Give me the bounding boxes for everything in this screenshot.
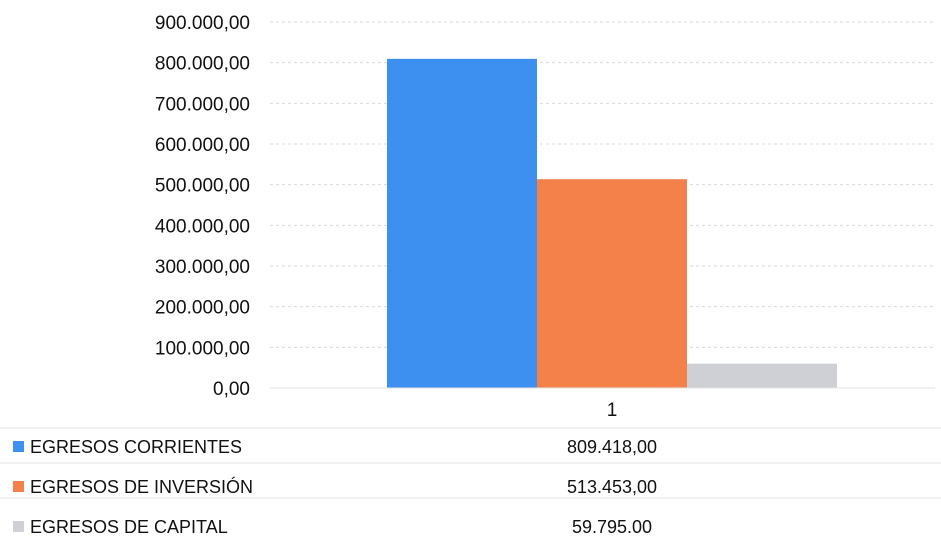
bar-3 xyxy=(687,363,837,388)
legend-swatch xyxy=(13,481,24,492)
data-label: 809.418,00 xyxy=(567,437,657,457)
bar-2 xyxy=(537,179,687,388)
x-tick-label: 1 xyxy=(607,400,618,421)
y-tick-label: 600.000,00 xyxy=(155,135,250,156)
legend-label: EGRESOS DE INVERSIÓN xyxy=(30,476,253,497)
legend-swatch xyxy=(13,521,24,532)
legend-label: EGRESOS CORRIENTES xyxy=(30,437,242,457)
legend-label: EGRESOS DE CAPITAL xyxy=(30,517,228,533)
y-tick-label: 100.000,00 xyxy=(155,338,250,359)
legend-swatch xyxy=(13,441,24,452)
y-tick-label: 400.000,00 xyxy=(155,216,250,237)
y-tick-label: 800.000,00 xyxy=(155,54,250,75)
y-tick-label: 300.000,00 xyxy=(155,257,250,278)
data-label: 513.453,00 xyxy=(567,477,657,497)
y-tick-label: 0,00 xyxy=(213,379,250,400)
y-tick-label: 700.000,00 xyxy=(155,94,250,115)
y-tick-label: 500.000,00 xyxy=(155,176,250,197)
y-tick-label: 900.000,00 xyxy=(155,13,250,34)
bar-1 xyxy=(387,58,537,389)
y-tick-label: 200.000,00 xyxy=(155,298,250,319)
data-label: 59.795,00 xyxy=(572,517,652,533)
